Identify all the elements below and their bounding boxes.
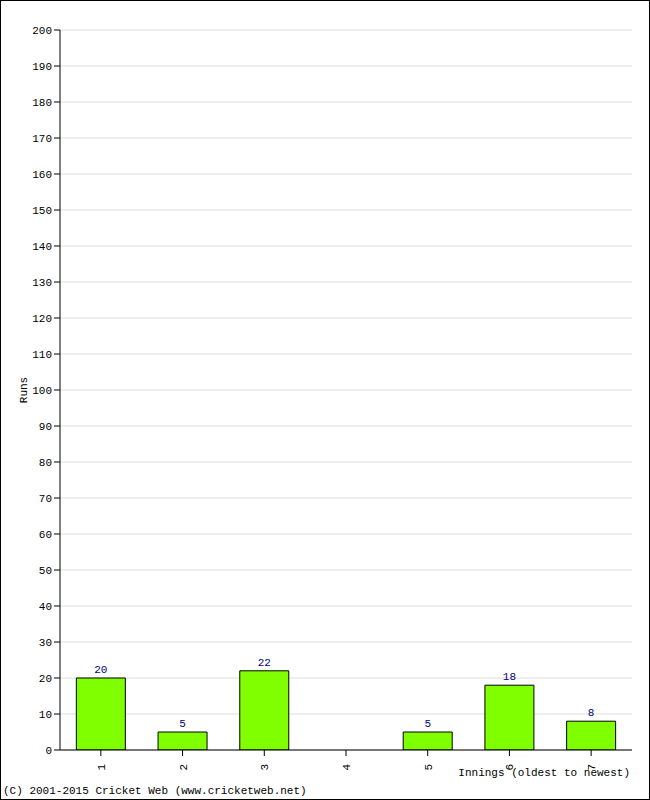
svg-text:100: 100 xyxy=(32,385,52,397)
svg-text:5: 5 xyxy=(424,718,431,730)
svg-text:200: 200 xyxy=(32,25,52,37)
svg-text:20: 20 xyxy=(39,673,52,685)
svg-text:1: 1 xyxy=(96,764,108,771)
svg-text:160: 160 xyxy=(32,169,52,181)
svg-text:180: 180 xyxy=(32,97,52,109)
html-text:Innings (oldest to newest): Innings (oldest to newest) xyxy=(458,767,630,779)
svg-text:80: 80 xyxy=(39,457,52,469)
svg-text:5: 5 xyxy=(423,764,435,771)
svg-text:8: 8 xyxy=(588,707,595,719)
svg-text:110: 110 xyxy=(32,349,52,361)
svg-text:120: 120 xyxy=(32,313,52,325)
svg-text:20: 20 xyxy=(94,664,107,676)
svg-text:18: 18 xyxy=(503,671,516,683)
svg-text:Runs: Runs xyxy=(18,377,30,403)
svg-text:30: 30 xyxy=(39,637,52,649)
svg-text:2: 2 xyxy=(178,764,190,771)
svg-text:190: 190 xyxy=(32,61,52,73)
svg-text:3: 3 xyxy=(259,764,271,771)
svg-text:150: 150 xyxy=(32,205,52,217)
svg-text:140: 140 xyxy=(32,241,52,253)
svg-text:50: 50 xyxy=(39,565,52,577)
svg-text:10: 10 xyxy=(39,709,52,721)
html-text:(C) 2001-2015 Cricket Web (www: (C) 2001-2015 Cricket Web (www.cricketwe… xyxy=(3,785,307,797)
svg-text:0: 0 xyxy=(45,745,52,757)
svg-text:22: 22 xyxy=(258,657,271,669)
svg-text:170: 170 xyxy=(32,133,52,145)
svg-text:70: 70 xyxy=(39,493,52,505)
svg-text:130: 130 xyxy=(32,277,52,289)
svg-text:5: 5 xyxy=(179,718,186,730)
svg-text:4: 4 xyxy=(341,764,353,771)
svg-text:90: 90 xyxy=(39,421,52,433)
svg-text:40: 40 xyxy=(39,601,52,613)
svg-text:60: 60 xyxy=(39,529,52,541)
